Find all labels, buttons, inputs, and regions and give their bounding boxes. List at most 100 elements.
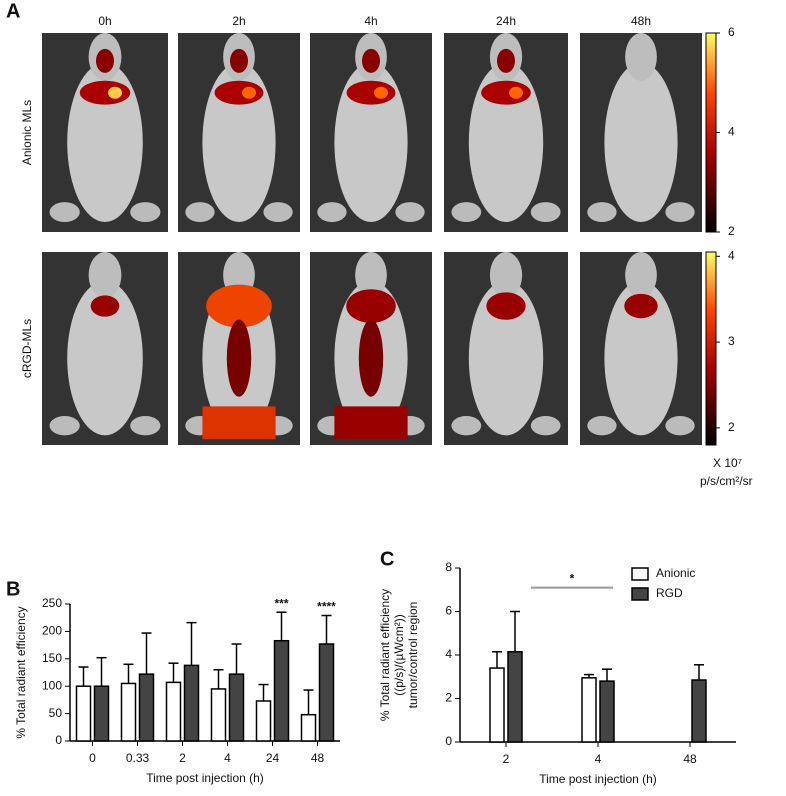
x-tick-label: 4	[595, 752, 602, 766]
x-tick-label: 48	[311, 751, 325, 765]
bar	[507, 650, 523, 743]
bar	[138, 673, 155, 742]
y-tick-label: 2	[445, 691, 452, 705]
bar	[489, 667, 505, 743]
panel-label: B	[6, 578, 20, 600]
x-tick-label: 2	[503, 752, 510, 766]
signal	[108, 86, 122, 99]
y-tick-label: 4	[445, 647, 452, 661]
x-tick-label: 2	[179, 751, 186, 765]
y-axis-label: % Total radiant efficiency	[378, 589, 392, 721]
bar	[273, 639, 290, 742]
colorbar-tick-label: 4	[728, 125, 735, 139]
signal	[497, 48, 515, 73]
legend-label: Anionic	[656, 566, 695, 580]
x-tick-label: 4	[224, 751, 231, 765]
row-label: cRGD-MLs	[20, 319, 34, 378]
y-tick-label: 150	[42, 651, 62, 665]
y-tick-label: 100	[42, 678, 62, 692]
legend-swatch	[631, 587, 649, 601]
mouse-head	[625, 33, 657, 81]
mouse-head	[355, 252, 387, 299]
mouse-leg	[49, 202, 80, 223]
bar	[581, 677, 597, 743]
signal	[374, 86, 388, 99]
signal	[214, 80, 264, 105]
mouse-leg	[587, 416, 617, 436]
colorbar	[705, 32, 717, 233]
significance-label: ***	[274, 596, 288, 610]
signal	[486, 292, 526, 320]
signal	[624, 293, 658, 319]
signal	[481, 80, 531, 105]
colorbar-tick-label: 2	[728, 224, 735, 238]
mouse-leg	[530, 416, 561, 436]
x-axis-label: Time post injection (h)	[539, 772, 657, 786]
time-label: 0h	[98, 14, 111, 28]
mouse-leg	[130, 416, 161, 436]
mouse-leg	[665, 202, 695, 223]
mouse-body	[604, 62, 678, 223]
signal	[230, 48, 248, 73]
y-axis-label: tumor/control region	[406, 602, 420, 709]
bar	[300, 713, 317, 742]
x-tick-label: 0.33	[126, 751, 150, 765]
signal	[79, 80, 131, 105]
y-axis-label: % Total radiant efficiency	[14, 606, 28, 738]
signal	[358, 319, 384, 397]
bar	[120, 682, 137, 742]
y-tick-label: 200	[42, 624, 62, 638]
y-tick-label: 0	[445, 734, 452, 748]
mouse-leg	[530, 202, 561, 223]
legend-label: RGD	[656, 586, 683, 600]
y-tick-label: 0	[55, 733, 62, 747]
bar	[599, 680, 615, 743]
mouse-leg	[587, 202, 617, 223]
mouse-leg	[395, 202, 425, 223]
y-tick-label: 250	[42, 596, 62, 610]
mouse-body	[202, 62, 276, 223]
colorbar-tick-label: 4	[728, 248, 735, 262]
mouse-leg	[665, 416, 695, 436]
mouse-body	[334, 62, 408, 223]
bar	[183, 664, 200, 742]
time-label: 2h	[232, 14, 245, 28]
significance-label: ****	[317, 600, 336, 614]
bar	[165, 681, 182, 742]
signal	[242, 86, 256, 99]
mouse-body	[67, 62, 143, 223]
signal	[334, 406, 408, 440]
panel-label: A	[6, 0, 20, 22]
mouse-leg	[317, 202, 347, 223]
signal	[362, 48, 380, 73]
time-label: 24h	[496, 14, 516, 28]
mouse-leg	[451, 416, 482, 436]
signal	[90, 295, 120, 317]
mouse-leg	[49, 416, 80, 436]
signal	[346, 80, 396, 105]
colorbar-tick-label: 3	[728, 334, 735, 348]
y-axis-label: ((p/s)/(µWcm²))	[392, 614, 406, 696]
y-tick-label: 6	[445, 604, 452, 618]
signal	[226, 319, 252, 397]
bar	[255, 700, 272, 742]
bar	[75, 685, 92, 742]
x-axis-label: Time post injection (h)	[146, 771, 264, 785]
mouse-leg	[263, 202, 293, 223]
y-tick-label: 8	[445, 560, 452, 574]
signal	[346, 289, 396, 323]
mouse-leg	[185, 202, 215, 223]
x-tick-label: 24	[266, 751, 280, 765]
mouse-head	[489, 252, 523, 299]
panel-label: C	[380, 548, 394, 570]
signal	[509, 86, 523, 99]
mouse-body	[468, 280, 544, 436]
bar	[210, 688, 227, 742]
bar	[228, 673, 245, 742]
colorbar	[705, 251, 717, 446]
unit-label: X 10⁷	[713, 456, 742, 470]
mouse-body	[468, 62, 544, 223]
time-label: 48h	[631, 14, 651, 28]
mouse-body	[604, 280, 678, 436]
